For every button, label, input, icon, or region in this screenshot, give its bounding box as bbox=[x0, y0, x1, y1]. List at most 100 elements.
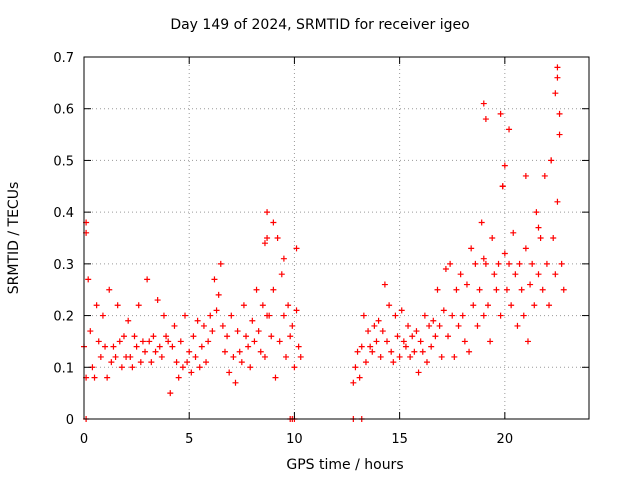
data-point bbox=[158, 353, 165, 360]
data-point bbox=[520, 312, 527, 319]
y-axis-label: SRMTID / TECUs bbox=[6, 181, 22, 295]
data-point bbox=[200, 322, 207, 329]
data-point bbox=[451, 353, 458, 360]
data-point bbox=[482, 260, 489, 267]
y-tick-label: 0.7 bbox=[53, 51, 74, 66]
grid-lines bbox=[84, 57, 589, 419]
data-point bbox=[377, 353, 384, 360]
data-point bbox=[552, 90, 559, 97]
data-point bbox=[413, 328, 420, 335]
data-point bbox=[499, 183, 506, 190]
data-point bbox=[354, 348, 361, 355]
data-point bbox=[129, 364, 136, 371]
data-point bbox=[142, 348, 149, 355]
data-point bbox=[259, 302, 266, 309]
x-tick-label: 20 bbox=[497, 432, 514, 447]
data-point bbox=[240, 302, 247, 309]
data-point bbox=[243, 333, 250, 340]
data-point bbox=[539, 286, 546, 293]
data-point bbox=[419, 348, 426, 355]
data-point bbox=[516, 260, 523, 267]
data-point bbox=[99, 312, 106, 319]
data-point bbox=[287, 333, 294, 340]
data-point bbox=[524, 338, 531, 345]
data-point bbox=[537, 235, 544, 241]
data-point bbox=[291, 364, 298, 371]
data-point bbox=[217, 260, 224, 267]
data-point bbox=[459, 312, 466, 319]
data-point bbox=[171, 322, 178, 329]
data-point bbox=[417, 338, 424, 345]
data-point bbox=[381, 281, 388, 288]
data-point bbox=[426, 322, 433, 329]
data-point bbox=[552, 271, 559, 278]
data-point bbox=[230, 353, 237, 360]
data-point bbox=[421, 312, 428, 319]
data-point bbox=[541, 172, 548, 179]
data-point bbox=[352, 364, 359, 371]
data-point bbox=[97, 353, 104, 360]
axis-ticks: 0 0.1 0.2 0.3 0.4 0.5 0.6 0.7 0 5 10 15 20 bbox=[53, 51, 589, 447]
data-point bbox=[276, 338, 283, 345]
data-point bbox=[531, 302, 538, 309]
data-point bbox=[449, 312, 456, 319]
data-point bbox=[211, 276, 218, 283]
data-point bbox=[169, 343, 176, 350]
data-point bbox=[152, 348, 159, 355]
data-point bbox=[110, 343, 117, 350]
data-point bbox=[116, 338, 123, 345]
data-point bbox=[264, 235, 271, 241]
data-point bbox=[362, 359, 369, 366]
data-point bbox=[415, 369, 422, 376]
data-point bbox=[270, 286, 277, 293]
data-point bbox=[274, 235, 281, 241]
data-point bbox=[108, 359, 115, 366]
data-point bbox=[280, 255, 287, 262]
data-point bbox=[125, 317, 132, 324]
data-point bbox=[175, 374, 182, 381]
data-point bbox=[95, 338, 102, 345]
data-point bbox=[480, 255, 487, 262]
data-point bbox=[285, 302, 292, 309]
data-point bbox=[409, 333, 416, 340]
data-point bbox=[535, 224, 542, 231]
data-point bbox=[190, 333, 197, 340]
data-point bbox=[270, 219, 277, 226]
data-point bbox=[163, 333, 170, 340]
data-point bbox=[289, 322, 296, 329]
data-point bbox=[447, 260, 454, 267]
data-point bbox=[440, 307, 447, 314]
y-tick-label: 0.6 bbox=[53, 103, 74, 118]
data-point bbox=[394, 333, 401, 340]
data-point bbox=[236, 348, 243, 355]
data-point bbox=[356, 374, 363, 381]
data-point bbox=[365, 328, 372, 335]
data-point bbox=[369, 348, 376, 355]
data-point bbox=[280, 312, 287, 319]
y-tick-label: 0.5 bbox=[53, 154, 74, 169]
data-point bbox=[529, 260, 536, 267]
data-point bbox=[251, 338, 258, 345]
data-point bbox=[501, 250, 508, 257]
data-point bbox=[402, 343, 409, 350]
data-point bbox=[173, 359, 180, 366]
data-point bbox=[430, 317, 437, 324]
data-point bbox=[297, 353, 304, 360]
data-point bbox=[371, 322, 378, 329]
data-point bbox=[268, 333, 275, 340]
data-point bbox=[472, 260, 479, 267]
data-point bbox=[232, 379, 239, 386]
data-point bbox=[478, 219, 485, 226]
data-point bbox=[379, 328, 386, 335]
data-point bbox=[139, 338, 146, 345]
data-point bbox=[455, 322, 462, 329]
data-point bbox=[548, 157, 555, 164]
data-point bbox=[261, 240, 268, 247]
x-tick-label: 10 bbox=[286, 432, 303, 447]
data-point bbox=[506, 260, 513, 267]
data-point bbox=[293, 307, 300, 314]
data-point bbox=[295, 343, 302, 350]
data-point bbox=[434, 286, 441, 293]
data-point bbox=[470, 302, 477, 309]
data-point bbox=[209, 328, 216, 335]
